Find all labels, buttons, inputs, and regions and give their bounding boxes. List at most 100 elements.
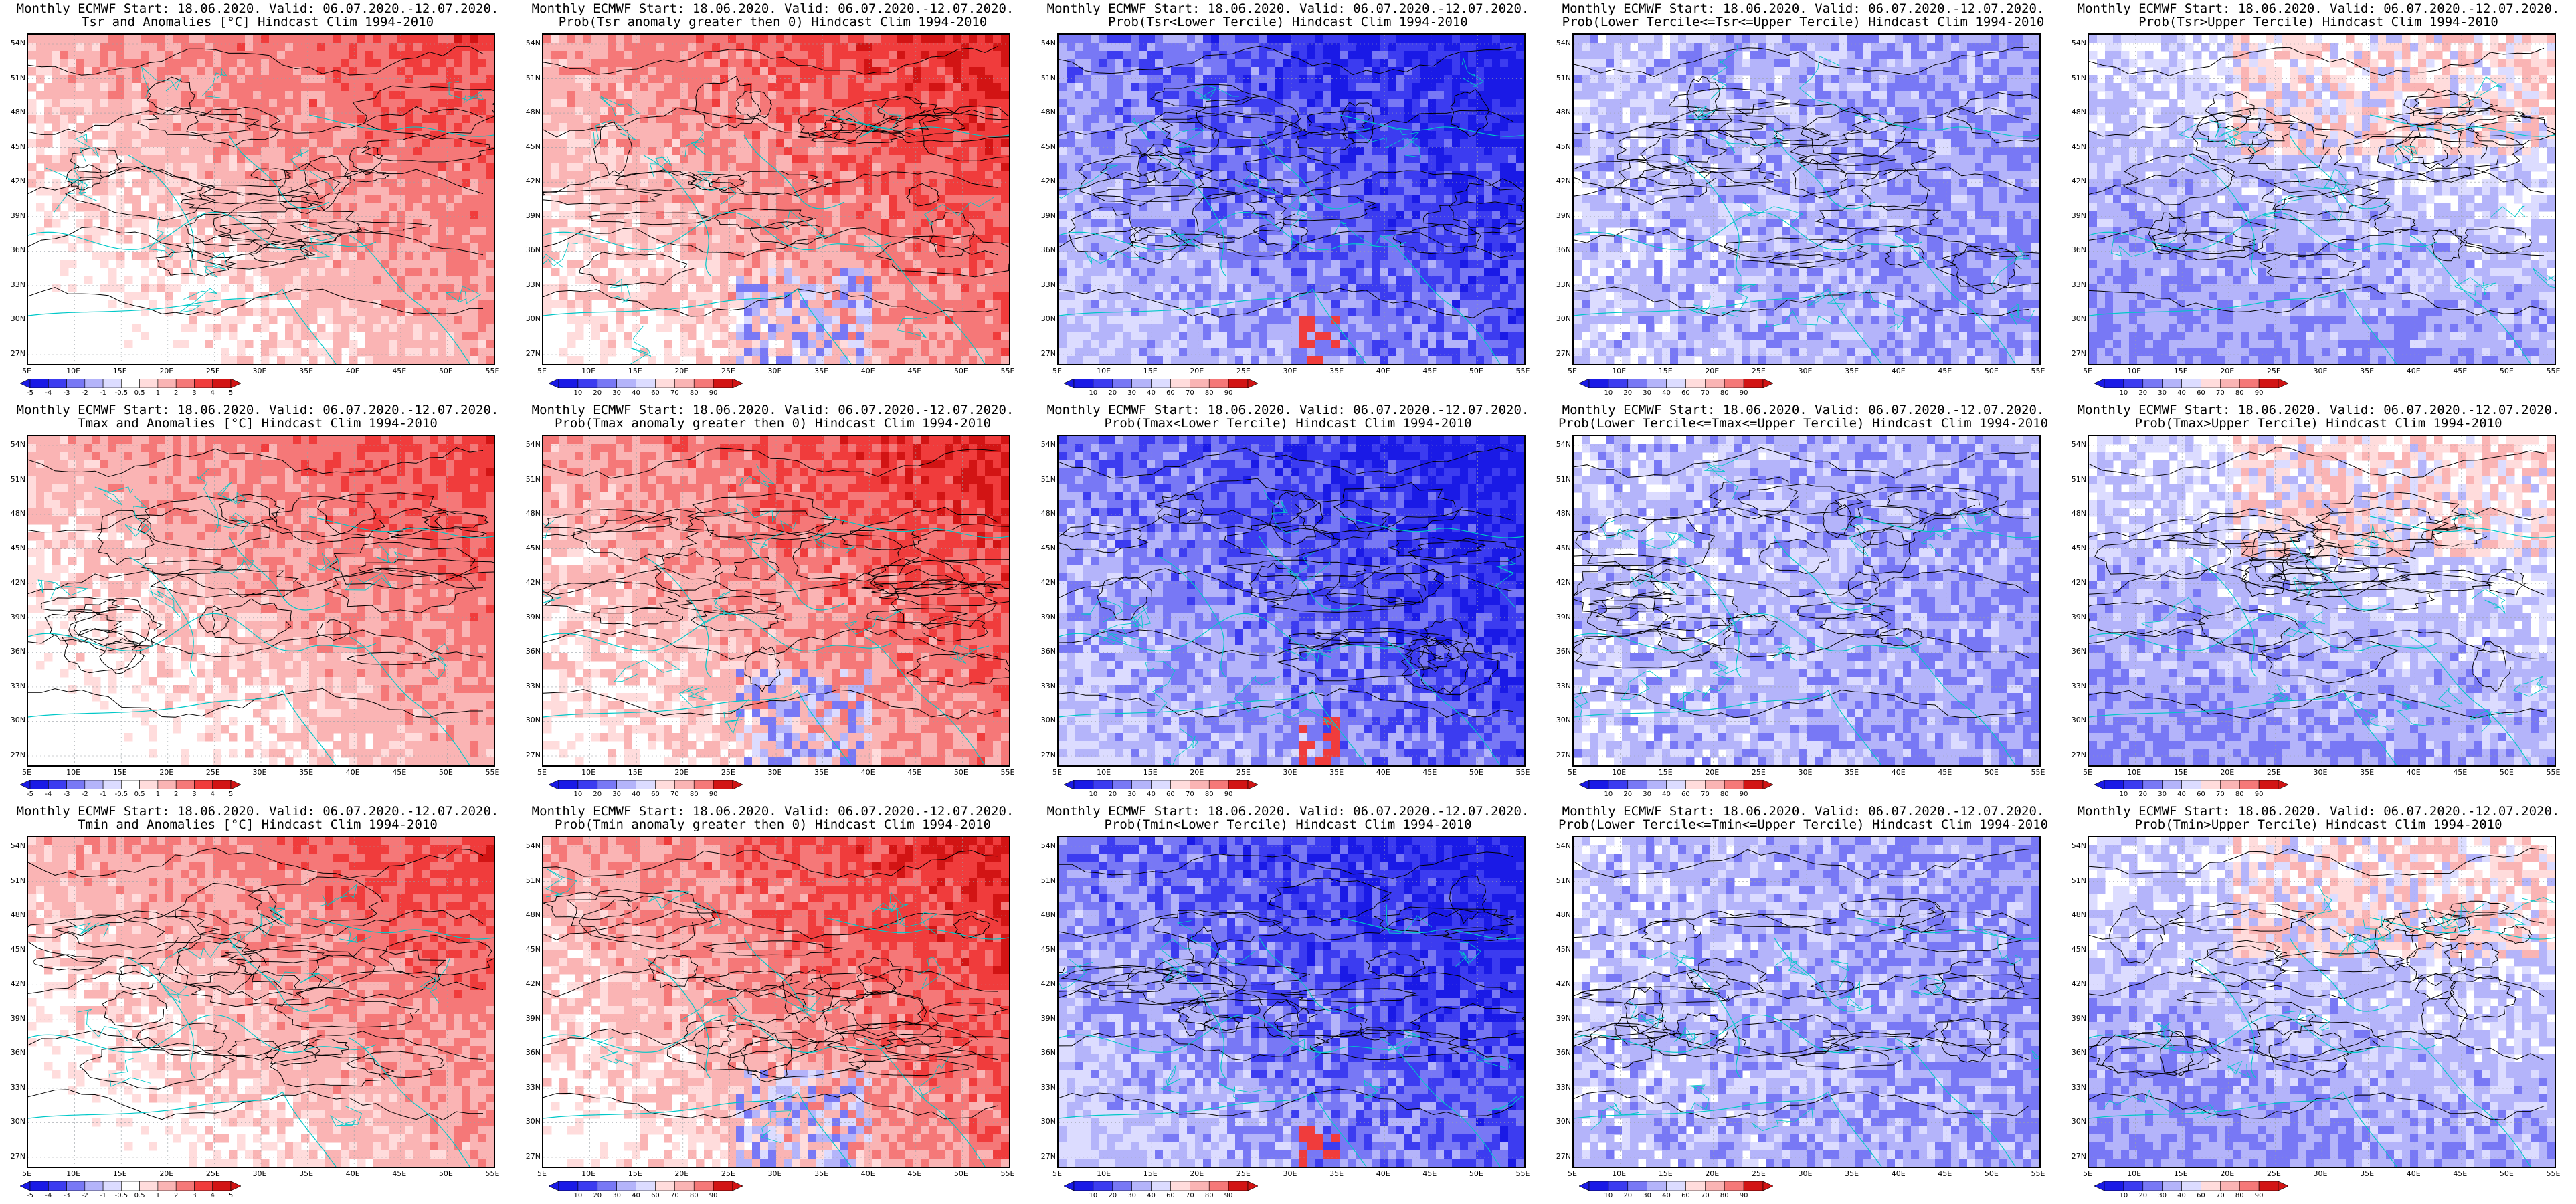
colorbar-label: 80 xyxy=(1199,791,1219,798)
colorbar-label: 80 xyxy=(2229,1192,2249,1199)
map-field xyxy=(28,35,494,364)
longitude-label: 20E xyxy=(672,1169,692,1178)
colorbar xyxy=(549,379,743,388)
longitude-label: 20E xyxy=(2217,1169,2237,1178)
latitude-label: 30N xyxy=(1040,314,1056,323)
latitude-label: 27N xyxy=(2070,750,2086,759)
longitude-label: 15E xyxy=(2171,367,2191,375)
colorbar-label: 70 xyxy=(1695,791,1715,798)
longitude-label: 10E xyxy=(2124,768,2144,777)
latitude-label: 42N xyxy=(1555,979,1571,988)
map-field xyxy=(543,436,1009,765)
longitude-label: 50E xyxy=(951,768,971,777)
latitude-label: 54N xyxy=(9,440,25,449)
latitude-label: 33N xyxy=(1040,682,1056,690)
longitude-label: 35E xyxy=(296,367,316,375)
longitude-label: 30E xyxy=(250,768,270,777)
colorbar-label: 4 xyxy=(203,389,223,397)
panel-title-line1: Monthly ECMWF Start: 18.06.2020. Valid: … xyxy=(1546,804,2061,819)
latitude-label: 45N xyxy=(1040,945,1056,954)
colorbar-label: -5 xyxy=(20,791,40,798)
colorbar-label: 30 xyxy=(1122,791,1142,798)
longitude-label: 10E xyxy=(1094,768,1114,777)
map-field xyxy=(1574,35,2039,364)
latitude-label: 51N xyxy=(9,475,25,484)
longitude-label: 25E xyxy=(203,367,223,375)
latitude-label: 39N xyxy=(2070,613,2086,621)
panel-title-line1: Monthly ECMWF Start: 18.06.2020. Valid: … xyxy=(1546,403,2061,417)
longitude-label: 55E xyxy=(998,768,1018,777)
latitude-label: 30N xyxy=(1555,716,1571,724)
latitude-label: 48N xyxy=(525,910,541,919)
longitude-label: 40E xyxy=(1373,367,1393,375)
latitude-label: 48N xyxy=(1555,108,1571,116)
latitude-label: 42N xyxy=(525,578,541,587)
longitude-label: 55E xyxy=(998,1169,1018,1178)
colorbar-label: 40 xyxy=(1141,389,1162,397)
latitude-label: 45N xyxy=(1555,945,1571,954)
longitude-label: 50E xyxy=(2496,1169,2516,1178)
colorbar-label: 3 xyxy=(184,1192,204,1199)
colorbar xyxy=(2094,780,2288,789)
colorbar-label: -1 xyxy=(93,1192,113,1199)
longitude-label: 5E xyxy=(532,1169,552,1178)
latitude-label: 36N xyxy=(1555,1048,1571,1057)
longitude-label: 10E xyxy=(64,367,84,375)
colorbar-label: 60 xyxy=(2191,1192,2211,1199)
longitude-label: 25E xyxy=(1233,768,1253,777)
longitude-label: 35E xyxy=(2357,1169,2377,1178)
map-area xyxy=(2088,33,2556,365)
colorbar-label: 2 xyxy=(166,791,186,798)
latitude-label: 39N xyxy=(1555,613,1571,621)
latitude-label: 30N xyxy=(1040,1117,1056,1126)
colorbar-label: 70 xyxy=(664,791,684,798)
colorbar-label: 20 xyxy=(2133,389,2153,397)
panel-title-line2: Tmin and Anomalies [°C] Hindcast Clim 19… xyxy=(0,817,515,832)
panel-title-line2: Prob(Tsr anomaly greater then 0) Hindcas… xyxy=(515,15,1030,29)
longitude-label: 50E xyxy=(1466,367,1486,375)
panel-title-line1: Monthly ECMWF Start: 18.06.2020. Valid: … xyxy=(515,1,1030,16)
colorbar-label: 10 xyxy=(568,1192,588,1199)
colorbar-label: 30 xyxy=(1637,389,1657,397)
colorbar-label: 70 xyxy=(1180,791,1200,798)
longitude-label: 20E xyxy=(1702,768,1722,777)
latitude-label: 42N xyxy=(2070,979,2086,988)
longitude-label: 30E xyxy=(2310,1169,2330,1178)
latitude-label: 33N xyxy=(2070,280,2086,289)
longitude-label: 15E xyxy=(2171,1169,2191,1178)
latitude-label: 36N xyxy=(9,647,25,656)
colorbar-label: 30 xyxy=(2152,389,2173,397)
longitude-label: 10E xyxy=(1094,367,1114,375)
longitude-label: 35E xyxy=(1327,1169,1347,1178)
colorbar-label: 10 xyxy=(2114,1192,2134,1199)
colorbar-label: 80 xyxy=(1199,389,1219,397)
longitude-label: 55E xyxy=(1513,367,1533,375)
latitude-label: 36N xyxy=(9,245,25,254)
panel-title-line2: Prob(Tmax>Upper Tercile) Hindcast Clim 1… xyxy=(2061,416,2576,431)
colorbar-label: 0.5 xyxy=(130,389,150,397)
latitude-label: 51N xyxy=(2070,876,2086,885)
map-field xyxy=(1059,35,1524,364)
longitude-label: 35E xyxy=(296,768,316,777)
colorbar-label: 60 xyxy=(2191,389,2211,397)
latitude-label: 42N xyxy=(2070,177,2086,185)
latitude-label: 30N xyxy=(1040,716,1056,724)
latitude-label: 39N xyxy=(9,211,25,220)
latitude-label: 42N xyxy=(1040,979,1056,988)
colorbar-label: 20 xyxy=(1618,791,1638,798)
longitude-label: 20E xyxy=(157,367,177,375)
latitude-label: 33N xyxy=(9,1083,25,1092)
map-panel: Monthly ECMWF Start: 18.06.2020. Valid: … xyxy=(1030,401,1546,803)
latitude-label: 33N xyxy=(9,280,25,289)
latitude-label: 27N xyxy=(525,1152,541,1161)
colorbar-label: 70 xyxy=(1180,1192,1200,1199)
colorbar-label: 10 xyxy=(568,791,588,798)
colorbar-label: 1 xyxy=(148,791,168,798)
longitude-label: 45E xyxy=(1420,1169,1440,1178)
colorbar-label: 40 xyxy=(2172,1192,2192,1199)
colorbar-label: 5 xyxy=(221,1192,241,1199)
colorbar-label: 20 xyxy=(2133,1192,2153,1199)
panel-title-line2: Tmax and Anomalies [°C] Hindcast Clim 19… xyxy=(0,416,515,431)
latitude-label: 27N xyxy=(2070,349,2086,358)
latitude-label: 39N xyxy=(1040,1014,1056,1023)
